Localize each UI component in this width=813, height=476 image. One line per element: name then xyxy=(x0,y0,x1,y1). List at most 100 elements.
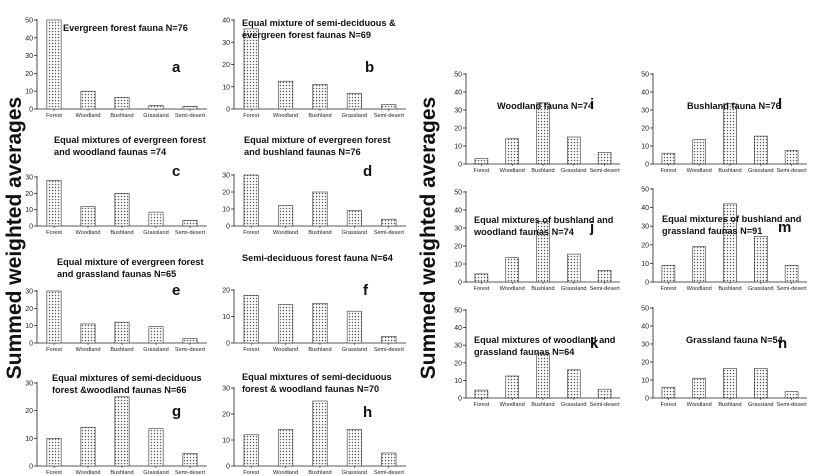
bar-k-woodland xyxy=(505,375,519,399)
y-tick-label: 0 xyxy=(29,224,33,231)
x-tick-label: Semi-desert xyxy=(590,168,621,174)
bar-m-forest xyxy=(661,264,676,283)
x-tick-label: Grassland xyxy=(143,470,169,476)
y-tick-label: 30 xyxy=(641,342,649,349)
bar-a-semi-desert xyxy=(182,106,198,110)
x-tick-label: Grassland xyxy=(748,168,774,174)
x-tick-label: Woodland xyxy=(687,286,712,292)
y-tick-label: 10 xyxy=(25,436,33,443)
bar-g-woodland xyxy=(80,426,96,467)
bar-l-bushland xyxy=(723,103,737,165)
x-tick-label: Bushland xyxy=(718,402,741,408)
y-tick-label: 10 xyxy=(222,207,230,214)
bar-a-woodland xyxy=(80,90,96,110)
y-tick-label: 10 xyxy=(222,84,230,91)
chart-panel-j: 0 10 20 30 40 50 Forest Woodland Bushland Grassla… xyxy=(454,190,620,293)
y-tick-label: 40 xyxy=(641,90,649,97)
y-tick-label: 20 xyxy=(222,62,230,69)
x-tick-label: Grassland xyxy=(342,230,368,236)
panel-letter: f xyxy=(363,282,369,299)
y-tick-label: 50 xyxy=(454,308,462,315)
panel-letter: b xyxy=(365,59,374,76)
y-tick-label: 0 xyxy=(226,224,230,231)
bar-e-semi-desert xyxy=(182,338,198,344)
x-tick-label: Forest xyxy=(243,470,259,476)
bar-j-grassland xyxy=(567,253,581,283)
bar-k-bushland xyxy=(536,352,550,399)
x-tick-label: Bushland xyxy=(110,347,133,353)
x-tick-label: Woodland xyxy=(500,286,525,292)
bar-g-grassland xyxy=(148,428,164,467)
x-tick-label: Woodland xyxy=(75,113,100,119)
chart-title: and bushland faunas N=76 xyxy=(244,147,361,157)
panel-letter: n xyxy=(778,335,787,352)
y-tick-label: 0 xyxy=(645,280,649,287)
y-tick-label: 40 xyxy=(641,205,649,212)
bar-i-woodland xyxy=(505,138,519,165)
bar-b-woodland xyxy=(278,80,294,110)
y-tick-label: 40 xyxy=(641,324,649,331)
x-tick-label: Bushland xyxy=(110,113,133,119)
bar-i-forest xyxy=(474,158,489,165)
y-tick-label: 20 xyxy=(454,360,462,367)
bar-h-woodland xyxy=(278,429,294,467)
bar-a-bushland xyxy=(114,97,130,110)
y-tick-label: 10 xyxy=(25,323,33,330)
bar-c-grassland xyxy=(148,211,164,227)
bar-f-forest xyxy=(243,294,259,344)
y-tick-label: 0 xyxy=(458,162,462,169)
bar-f-semi-desert xyxy=(381,336,397,344)
x-tick-label: Semi-desert xyxy=(374,230,405,236)
x-tick-label: Semi-desert xyxy=(374,113,405,119)
x-tick-label: Semi-desert xyxy=(590,402,621,408)
x-tick-label: Woodland xyxy=(273,230,298,236)
x-tick-label: Forest xyxy=(46,230,62,236)
x-tick-label: Bushland xyxy=(531,286,554,292)
x-tick-label: Semi-desert xyxy=(175,347,206,353)
bar-i-grassland xyxy=(567,136,581,165)
y-tick-label: 30 xyxy=(25,53,33,60)
chart-title: Equal mixtures of woodland and xyxy=(474,335,615,345)
panel-letter: l xyxy=(778,96,782,113)
chart-panel-k: 0 10 20 30 40 50 Forest Woodland Bushland Grassla… xyxy=(454,308,620,409)
x-tick-label: Grassland xyxy=(342,347,368,353)
bar-j-woodland xyxy=(505,257,519,283)
y-tick-label: 20 xyxy=(25,71,33,78)
x-tick-label: Woodland xyxy=(75,230,100,236)
x-tick-label: Forest xyxy=(660,286,676,292)
y-tick-label: 40 xyxy=(222,18,230,25)
y-tick-label: 30 xyxy=(454,226,462,233)
chart-title: evergreen forest faunas N=69 xyxy=(242,30,371,40)
bar-c-semi-desert xyxy=(182,219,198,227)
bar-b-grassland xyxy=(346,93,362,110)
x-tick-label: Woodland xyxy=(273,113,298,119)
chart-panel-l: 0 10 20 30 40 50 Forest Woodland Bushland Grassla… xyxy=(641,72,807,175)
y-tick-label: 40 xyxy=(454,90,462,97)
y-tick-label: 40 xyxy=(454,208,462,215)
bar-j-semi-desert xyxy=(597,269,612,283)
x-tick-label: Woodland xyxy=(500,402,525,408)
panel-letter: e xyxy=(172,282,180,299)
x-tick-label: Forest xyxy=(473,402,489,408)
bar-d-semi-desert xyxy=(381,218,397,227)
chart-title: forest &woodland faunas N=66 xyxy=(52,385,187,395)
y-tick-label: 20 xyxy=(222,190,230,197)
panel-letter: a xyxy=(172,59,181,76)
y-tick-label: 20 xyxy=(25,306,33,313)
y-tick-label: 20 xyxy=(25,191,33,198)
y-tick-label: 30 xyxy=(222,386,230,393)
chart-title: Equal mixture of semi-deciduous & xyxy=(242,18,396,28)
x-tick-label: Grassland xyxy=(561,402,587,408)
y-axis-label-right: Summed weighted averages xyxy=(417,97,440,379)
y-tick-label: 40 xyxy=(25,35,33,42)
x-tick-label: Semi-desert xyxy=(175,113,206,119)
y-tick-label: 50 xyxy=(25,18,33,25)
y-tick-label: 40 xyxy=(454,325,462,332)
bar-i-semi-desert xyxy=(597,152,612,165)
y-tick-label: 50 xyxy=(641,306,649,313)
y-tick-label: 50 xyxy=(454,190,462,197)
bar-l-grassland xyxy=(754,135,768,165)
x-tick-label: Woodland xyxy=(75,470,100,476)
y-tick-label: 10 xyxy=(454,144,462,151)
y-tick-label: 0 xyxy=(645,162,649,169)
